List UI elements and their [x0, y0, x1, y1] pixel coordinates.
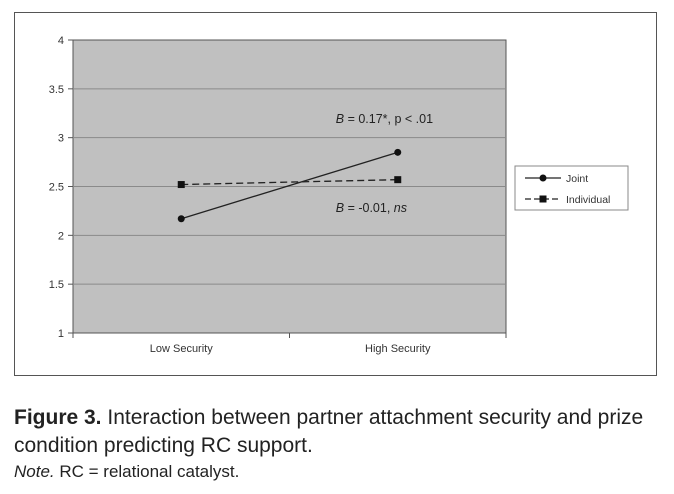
y-tick-label: 2.5	[49, 182, 64, 194]
chart-frame: 1 1.5 2 2.5 3 3.5 4 Low Security High Security B …	[14, 12, 657, 376]
x-tick-label: High Security	[365, 343, 431, 355]
data-point-joint	[394, 148, 402, 156]
legend-marker-joint	[539, 174, 547, 182]
note-text: RC = relational catalyst.	[54, 462, 240, 481]
note-label: Note.	[14, 462, 55, 481]
figure-note: Note. RC = relational catalyst.	[14, 462, 664, 482]
series-line-individual	[181, 179, 398, 186]
figure-caption-text: Interaction between partner attachment s…	[14, 406, 644, 457]
data-point-individual	[177, 181, 185, 189]
annotation-2: B = -0.01, ns	[336, 201, 407, 215]
x-tick-label: Low Security	[150, 343, 213, 355]
legend-label-individual: Individual	[566, 194, 610, 206]
y-tick-label: 1	[58, 328, 64, 340]
data-point-joint	[177, 215, 185, 223]
series-line-joint	[181, 151, 398, 220]
y-tick-label: 3	[58, 133, 64, 145]
annotation-1: B = 0.17*, p < .01	[336, 112, 433, 126]
y-tick-label: 2	[58, 230, 64, 242]
y-tick-label: 1.5	[49, 279, 64, 291]
figure-caption: Figure 3. Interaction between partner at…	[14, 404, 664, 460]
legend-label-joint: Joint	[566, 173, 588, 185]
chart-svg: 1 1.5 2 2.5 3 3.5 4 Low Security High Security B …	[49, 35, 629, 355]
legend-box	[514, 165, 629, 211]
y-tick-label: 4	[58, 35, 64, 47]
figure-label: Figure 3.	[14, 406, 102, 429]
y-tick-label: 3.5	[49, 84, 64, 96]
legend-marker-individual	[539, 195, 547, 203]
data-point-individual	[394, 176, 402, 184]
